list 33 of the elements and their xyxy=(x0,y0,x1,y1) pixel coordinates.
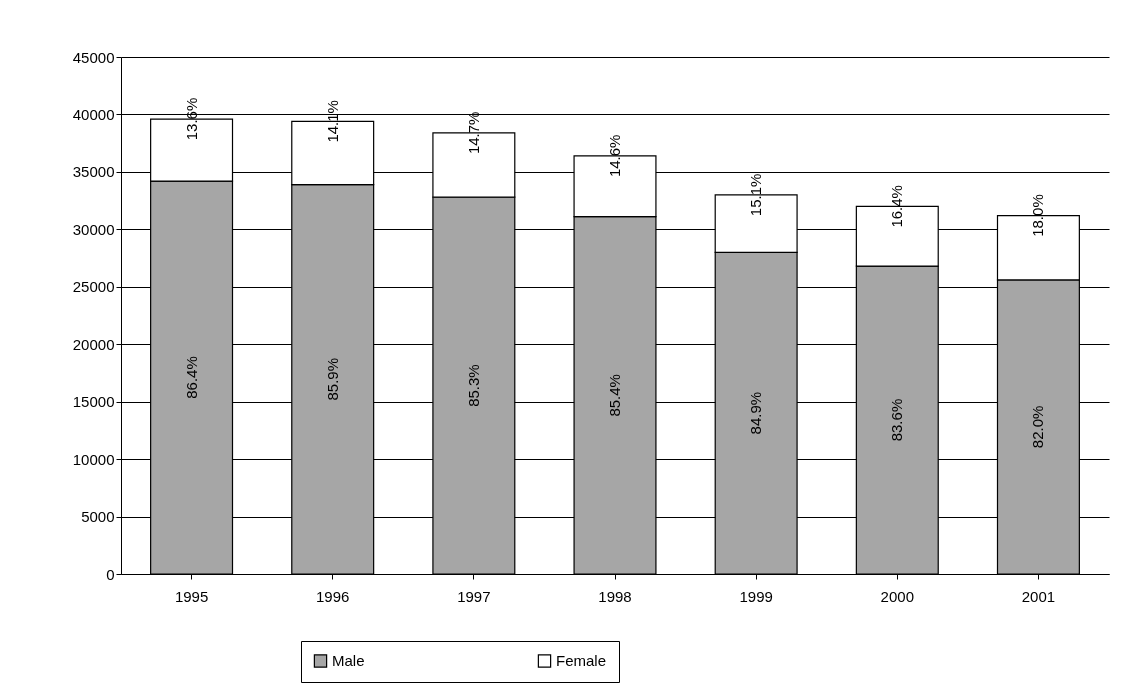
annotation: 15.1% xyxy=(747,173,765,217)
x-tick-label: 1998 xyxy=(598,587,632,605)
annotation: 82.0% xyxy=(1029,405,1047,449)
legend-label: Male xyxy=(332,651,365,669)
y-tick-label: 35000 xyxy=(72,163,115,181)
y-tick-label: 40000 xyxy=(72,105,115,123)
x-tick-label: 1996 xyxy=(316,587,350,605)
annotation: 83.6% xyxy=(888,398,906,442)
annotation: 14.7% xyxy=(464,111,482,155)
y-tick-label: 30000 xyxy=(72,220,115,238)
y-tick-label: 0 xyxy=(106,565,115,583)
y-tick-label: 5000 xyxy=(81,508,115,526)
x-tick-label: 1997 xyxy=(457,587,491,605)
annotation: 85.4% xyxy=(606,374,623,417)
annotation: 85.9% xyxy=(323,357,341,401)
x-tick-label: 2001 xyxy=(1021,587,1056,605)
x-tick-label: 2000 xyxy=(880,587,914,605)
x-tick-label: 1995 xyxy=(174,587,209,605)
annotation: 13.6% xyxy=(182,97,200,141)
legend-label: Female xyxy=(556,651,607,669)
y-tick-label: 15000 xyxy=(72,393,115,411)
y-tick-label: 25000 xyxy=(72,278,115,296)
annotation: 18.0% xyxy=(1029,194,1047,237)
annotation: 14.6% xyxy=(606,134,623,178)
y-tick-label: 45000 xyxy=(72,48,115,66)
y-tick-label: 20000 xyxy=(72,335,115,353)
annotation: 14.1% xyxy=(323,100,341,143)
annotation: 85.3% xyxy=(464,364,482,407)
y-tick-label: 10000 xyxy=(72,450,115,468)
annotation: 16.4% xyxy=(888,185,906,228)
x-tick-label: 1999 xyxy=(739,587,773,605)
annotation: 84.9% xyxy=(747,391,765,435)
annotation: 86.4% xyxy=(182,356,200,399)
